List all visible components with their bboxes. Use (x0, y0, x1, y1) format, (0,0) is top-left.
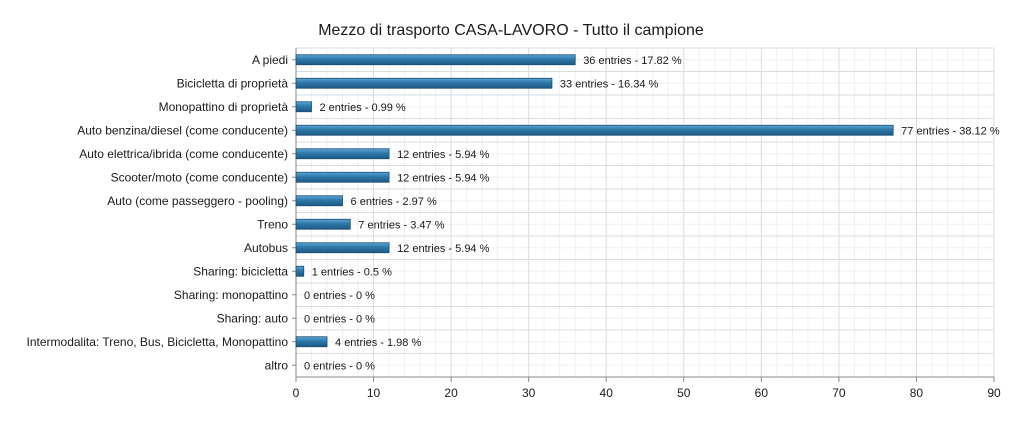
x-tick-label: 30 (522, 386, 536, 400)
data-label: 4 entries - 1.98 % (335, 337, 421, 349)
bar (295, 101, 312, 113)
category-label: Auto benzina/diesel (come conducente) (77, 123, 288, 137)
category-label: Bicicletta di proprietà (177, 76, 289, 90)
category-label: Monopattino di proprietà (159, 100, 289, 114)
category-label: Scooter/moto (come conducente) (111, 170, 288, 184)
x-tick-label: 40 (600, 386, 614, 400)
category-label: Auto elettrica/ibrida (come conducente) (79, 147, 288, 161)
bar (295, 148, 390, 160)
data-label: 1 entries - 0.5 % (312, 266, 392, 278)
data-label: 12 entries - 5.94 % (397, 149, 490, 161)
x-tick-label: 50 (677, 386, 691, 400)
data-label: 33 entries - 16.34 % (560, 78, 659, 90)
data-label: 12 entries - 5.94 % (397, 172, 490, 184)
data-label: 0 entries - 0 % (304, 313, 375, 325)
bar (295, 54, 576, 66)
data-label: 0 entries - 0 % (304, 360, 375, 372)
category-label: Treno (257, 217, 288, 231)
x-tick-label: 20 (444, 386, 458, 400)
category-label: Sharing: auto (217, 311, 289, 325)
category-label: Auto (come passeggero - pooling) (107, 194, 288, 208)
data-label: 6 entries - 2.97 % (351, 196, 437, 208)
bar (295, 218, 351, 230)
bar (295, 77, 553, 89)
data-label: 2 entries - 0.99 % (320, 102, 406, 114)
bar (295, 242, 390, 254)
x-tick-label: 80 (910, 386, 924, 400)
x-tick-label: 60 (755, 386, 769, 400)
category-label: A piedi (252, 53, 288, 67)
bar (295, 195, 343, 207)
data-label: 7 entries - 3.47 % (358, 219, 444, 231)
data-label: 77 entries - 38.12 % (901, 125, 1000, 137)
bar (295, 171, 390, 183)
x-tick-label: 0 (293, 386, 300, 400)
bar (295, 124, 894, 136)
x-tick-label: 90 (987, 386, 1001, 400)
category-label: Sharing: monopattino (174, 288, 288, 302)
x-tick-label: 10 (367, 386, 381, 400)
category-label: Intermodalita: Treno, Bus, Bicicletta, M… (27, 335, 289, 349)
x-tick-label: 70 (832, 386, 846, 400)
data-label: 0 entries - 0 % (304, 290, 375, 302)
data-label: 36 entries - 17.82 % (583, 55, 682, 67)
chart-title: Mezzo di trasporto CASA-LAVORO - Tutto i… (318, 22, 704, 39)
category-label: altro (265, 358, 289, 372)
category-label: Sharing: bicicletta (193, 264, 288, 278)
bar (295, 265, 305, 277)
data-label: 12 entries - 5.94 % (397, 243, 490, 255)
plot-area: 0 10 20 30 40 50 60 70 80 90 A piedi 36 entries - 1… (27, 47, 1001, 400)
bar (295, 336, 328, 348)
category-label: Autobus (244, 241, 288, 255)
